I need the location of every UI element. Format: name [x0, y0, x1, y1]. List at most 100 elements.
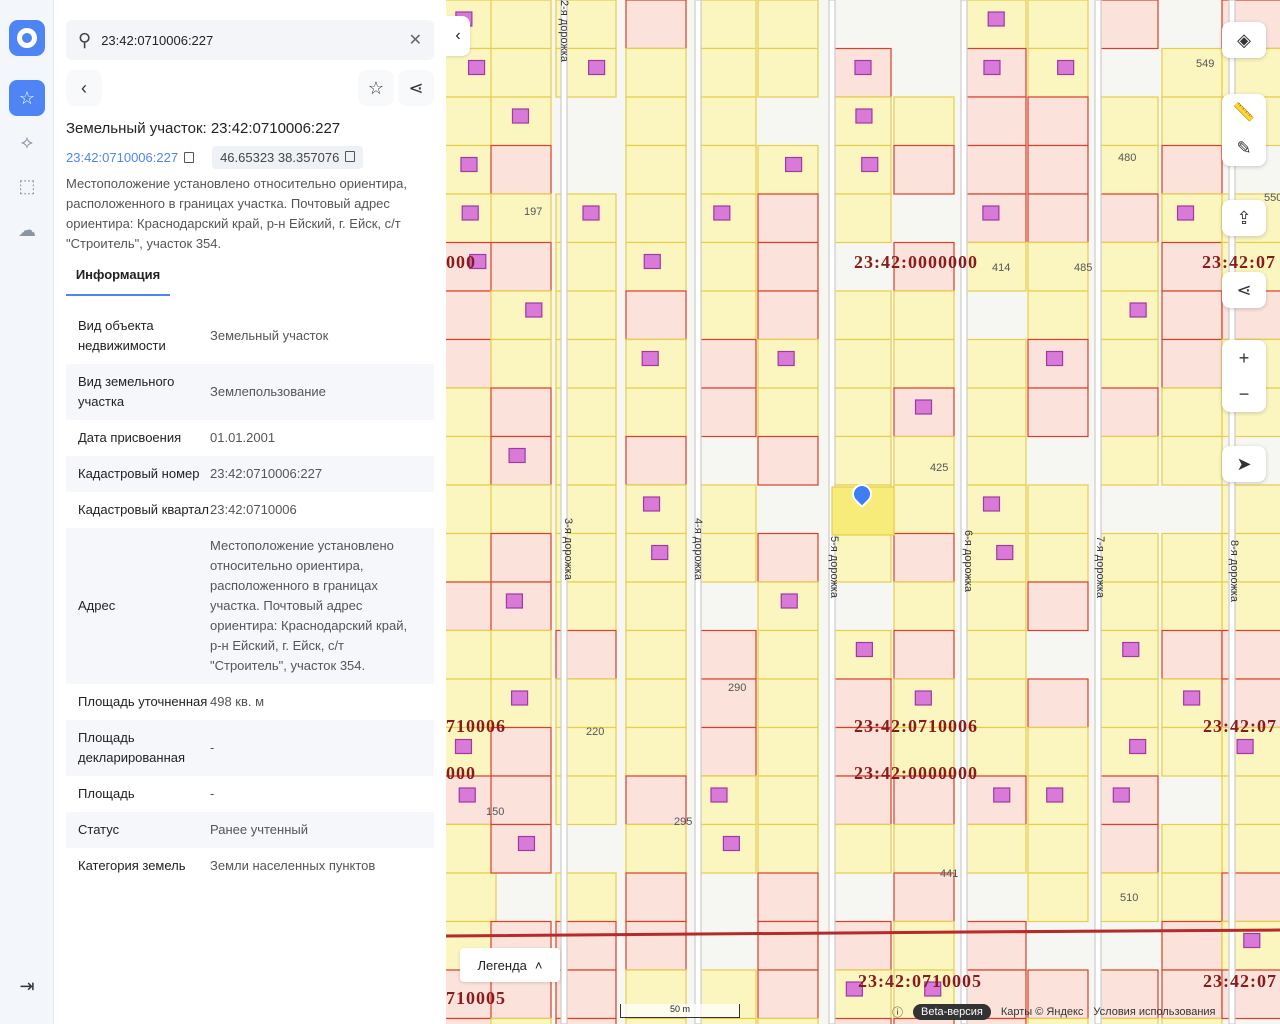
copy-icon[interactable] [184, 152, 195, 163]
parcel [830, 678, 892, 729]
parcel [1027, 484, 1089, 535]
layers-icon[interactable]: ◈ [1237, 29, 1251, 50]
parcel [1161, 629, 1223, 680]
chevron-up-icon: ˄ [534, 957, 543, 973]
parcel-number: 414 [992, 262, 1011, 274]
building [713, 205, 731, 221]
parcel [625, 581, 687, 632]
parcel [965, 532, 1027, 583]
parcel [965, 629, 1027, 680]
parcel [446, 387, 497, 438]
parcel [695, 678, 757, 729]
copyright[interactable]: Карты © Яндекс [1000, 1006, 1084, 1018]
building [582, 205, 600, 221]
building [510, 690, 529, 706]
building [651, 544, 669, 561]
edit-icon[interactable]: ✎ [1236, 137, 1252, 158]
building [924, 981, 942, 997]
parcel [830, 823, 892, 874]
coordinates-badge[interactable]: 46.65323 38.357076 [212, 146, 364, 169]
clear-icon[interactable]: ✕ [408, 32, 422, 49]
share-icon[interactable]: ⋖ [1236, 279, 1252, 300]
map[interactable]: 23:42:0000000 23:42:0710006 23:42:0000000 2… [446, 0, 1280, 1024]
building [777, 350, 795, 367]
zoom-out-button[interactable]: − [1238, 383, 1250, 404]
favorites-icon[interactable]: ☆ [9, 80, 45, 116]
share-button[interactable]: ⋖ [398, 70, 434, 106]
parcel [625, 96, 687, 147]
building [1183, 690, 1201, 706]
logout-icon[interactable]: ⇥ [19, 975, 35, 996]
search-input[interactable]: ⚲ 23:42:0710006:227 ✕ [66, 20, 434, 60]
cadastral-link[interactable]: 23:42:0710006:227 [66, 150, 179, 165]
parcel [757, 387, 819, 438]
tab-information[interactable]: Информация [66, 264, 170, 296]
parcel [893, 629, 955, 680]
info-row: Площадь декларированная - [66, 720, 434, 776]
collapse-panel-button[interactable]: ‹ [446, 16, 470, 56]
parcel [625, 726, 687, 777]
parcel-layer [446, 0, 1280, 1024]
info-key: Статус [78, 822, 120, 837]
parcel [490, 726, 552, 777]
parcel [695, 532, 757, 583]
building [854, 59, 872, 76]
app-logo[interactable] [9, 20, 45, 56]
parcel [1161, 387, 1223, 438]
upload-icon[interactable]: ⇪ [1236, 207, 1252, 228]
parcel [830, 290, 892, 341]
favorite-button[interactable]: ☆ [358, 70, 394, 106]
beta-badge: Beta-версия [913, 1004, 991, 1020]
back-button[interactable]: ‹ [66, 70, 102, 106]
parcel [1027, 387, 1089, 438]
info-value: Земельный участок [210, 328, 329, 343]
parcel [1097, 435, 1159, 486]
parcel [757, 678, 819, 729]
parcel [1161, 338, 1223, 389]
quarter-label: 23:42:0710005 [858, 971, 982, 991]
road-label: 2-я дорожка [558, 0, 570, 62]
parcel [965, 920, 1027, 971]
locate-group: ➤ [1222, 446, 1266, 482]
copy-icon[interactable] [345, 151, 356, 162]
legend-button[interactable]: Легенда ˄ [460, 948, 560, 982]
parcel [893, 338, 955, 389]
parcel-number: 510 [1120, 892, 1139, 904]
building [1236, 738, 1254, 755]
building [508, 447, 526, 464]
info-key: Кадастровый номер [78, 466, 200, 481]
parcel [757, 823, 819, 874]
locate-icon[interactable]: ➤ [1236, 453, 1252, 474]
info-row: Кадастровый квартал 23:42:0710006 [66, 492, 434, 528]
cloud-icon[interactable]: ☁ [18, 219, 36, 240]
building [982, 496, 1001, 512]
parcel [757, 726, 819, 777]
polygon-tool-icon[interactable]: ⟡ [21, 131, 33, 152]
building [855, 108, 873, 124]
building [505, 593, 524, 609]
parcel [757, 241, 819, 292]
parcel [757, 435, 819, 486]
info-icon[interactable]: ⓘ [892, 1007, 903, 1019]
scale-bar: 50 m [620, 1004, 740, 1018]
info-row: Адрес Местоположение установлено относите… [66, 528, 434, 684]
info-row: Категория земель Земли населенных пунктов [66, 848, 434, 884]
info-row: Статус Ранее учтенный [66, 812, 434, 848]
parcel [757, 47, 819, 98]
parcel [695, 387, 757, 438]
ruler-icon[interactable]: 📏 [1232, 101, 1256, 122]
selection-icon[interactable]: ⬚ [18, 175, 36, 196]
parcel [490, 144, 552, 195]
parcel-number: 549 [1196, 58, 1215, 70]
parcel [625, 290, 687, 341]
terms-link[interactable]: Условия использования [1093, 1006, 1216, 1018]
zoom-group: + − [1222, 340, 1266, 412]
building [467, 59, 486, 76]
legend-label: Легенда [477, 957, 527, 973]
parcel [625, 678, 687, 729]
parcel [1097, 678, 1159, 729]
zoom-in-button[interactable]: + [1238, 347, 1250, 368]
parcel [1027, 0, 1089, 50]
parcel [446, 435, 497, 486]
parcel [555, 1017, 617, 1024]
